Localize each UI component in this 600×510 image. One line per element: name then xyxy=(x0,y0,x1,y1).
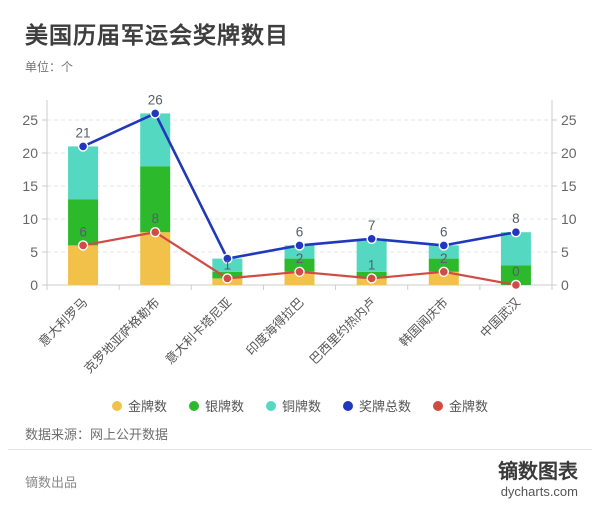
legend-item[interactable]: 金牌数 xyxy=(433,396,488,415)
svg-text:0: 0 xyxy=(30,277,38,293)
svg-text:5: 5 xyxy=(30,244,38,260)
x-axis-label: 韩国闻庆市 xyxy=(396,295,451,350)
data-label: 1 xyxy=(224,257,232,272)
bar-segment[interactable] xyxy=(500,265,531,285)
legend-item[interactable]: 金牌数 xyxy=(111,396,167,415)
bar-segment[interactable] xyxy=(212,258,243,272)
x-axis-label: 巴西里约热内卢 xyxy=(306,295,378,367)
svg-text:0: 0 xyxy=(561,277,569,293)
x-axis-label: 克罗地亚萨格勒布 xyxy=(81,295,162,376)
unit-label: 单位：个 xyxy=(25,60,74,74)
bar-segment[interactable] xyxy=(140,166,171,233)
legend-label: 银牌数 xyxy=(204,399,244,414)
svg-text:15: 15 xyxy=(22,178,38,194)
x-axis-label: 意大利卡塔尼亚 xyxy=(162,295,234,367)
svg-text:10: 10 xyxy=(22,211,38,227)
legend-marker-icon xyxy=(111,400,122,411)
bar-segment[interactable] xyxy=(68,146,99,200)
data-label: 6 xyxy=(440,224,448,239)
bar-segment[interactable] xyxy=(428,271,459,285)
data-label: 1 xyxy=(368,257,376,272)
svg-text:25: 25 xyxy=(22,112,38,128)
chart-legend: 金牌数 银牌数 铜牌数 奖牌总数 金牌数 xyxy=(0,396,600,415)
bar-segment[interactable] xyxy=(68,245,99,285)
data-point[interactable] xyxy=(222,273,233,284)
data-point[interactable] xyxy=(150,108,161,119)
legend-marker-icon xyxy=(433,400,444,411)
data-point[interactable] xyxy=(438,266,449,278)
x-axis-label: 中国武汉 xyxy=(477,294,523,340)
x-axis-label: 印度海得拉巴 xyxy=(243,295,307,359)
data-point[interactable] xyxy=(77,141,89,152)
svg-text:25: 25 xyxy=(561,112,577,128)
svg-text:20: 20 xyxy=(561,145,577,161)
svg-text:15: 15 xyxy=(561,178,577,194)
data-label: 2 xyxy=(440,251,448,266)
data-point[interactable] xyxy=(438,240,449,251)
data-point[interactable] xyxy=(510,226,522,238)
data-label: 0 xyxy=(512,264,520,279)
legend-marker-icon xyxy=(188,400,199,411)
data-label: 8 xyxy=(512,211,520,226)
bar-segment[interactable] xyxy=(500,232,531,266)
data-point[interactable] xyxy=(150,226,161,238)
svg-text:20: 20 xyxy=(22,145,38,161)
data-point[interactable] xyxy=(294,240,305,251)
data-label: 21 xyxy=(76,125,91,140)
producer-text: 镝数出品 xyxy=(25,475,78,490)
data-label: 6 xyxy=(79,224,87,239)
legend-label: 金牌数 xyxy=(127,399,167,414)
data-point[interactable] xyxy=(366,273,377,284)
data-label: 8 xyxy=(151,211,159,226)
data-source-text: 数据来源：网上公开数据 xyxy=(25,427,169,442)
x-axis-label: 意大利罗马 xyxy=(35,295,90,350)
bar-segment[interactable] xyxy=(284,271,315,285)
data-point[interactable] xyxy=(222,253,233,264)
legend-label: 奖牌总数 xyxy=(359,399,412,414)
data-point[interactable] xyxy=(294,266,305,278)
data-point[interactable] xyxy=(77,240,89,251)
legend-marker-icon xyxy=(265,400,276,411)
data-label: 26 xyxy=(148,92,163,107)
legend-item[interactable]: 银牌数 xyxy=(188,396,244,415)
bar-segment[interactable] xyxy=(284,258,315,272)
legend-label: 铜牌数 xyxy=(281,399,321,414)
legend-item[interactable]: 奖牌总数 xyxy=(343,396,411,415)
svg-text:5: 5 xyxy=(561,244,569,260)
bar-segment[interactable] xyxy=(284,245,315,259)
brand-block: 镝数图表 dycharts.com xyxy=(498,460,578,499)
brand-url: dycharts.com xyxy=(500,484,578,499)
legend-label: 金牌数 xyxy=(449,399,489,414)
data-label: 2 xyxy=(296,251,304,266)
data-label: 7 xyxy=(368,218,376,233)
bar-segment[interactable] xyxy=(140,113,171,167)
brand-logo-text: 镝数图表 xyxy=(498,461,578,483)
legend-item[interactable]: 铜牌数 xyxy=(265,396,321,415)
medal-chart: 0 0 5 5 10 10 15 15 20 20 25 25 意大利罗马 克罗地亚萨格勒布 意大利卡塔尼亚… xyxy=(0,80,600,392)
data-label: 6 xyxy=(296,224,304,239)
bar-segment[interactable] xyxy=(428,245,459,259)
data-point[interactable] xyxy=(366,233,377,245)
bar-segment[interactable] xyxy=(140,232,171,285)
bar-segment[interactable] xyxy=(356,238,387,272)
legend-marker-icon xyxy=(343,400,353,411)
bar-segment[interactable] xyxy=(68,199,99,246)
svg-text:10: 10 xyxy=(561,211,577,227)
footer-divider xyxy=(8,449,592,450)
page-title: 美国历届军运会奖牌数目 xyxy=(25,22,289,48)
bar-segment[interactable] xyxy=(428,258,459,272)
data-point[interactable] xyxy=(510,279,522,291)
